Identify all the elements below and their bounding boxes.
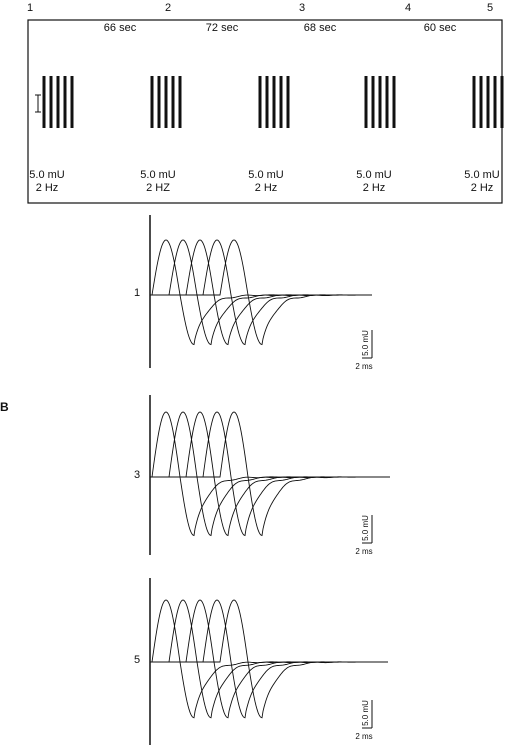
stimulus-intensity: 5.0 mU [248, 169, 284, 181]
scale-time: 2 ms [355, 547, 372, 556]
interval-label: 72 sec [206, 22, 239, 34]
waveform-sweep [150, 599, 388, 719]
trace-label: 1 [134, 287, 140, 299]
interval-label: 68 sec [304, 22, 337, 34]
interval-label: 60 sec [424, 22, 457, 34]
waveform-sweep [150, 239, 372, 346]
stimulus-frequency: 2 Hz [471, 182, 494, 194]
waveform-sweep [150, 239, 372, 346]
waveform-sweep [150, 599, 389, 719]
waveform-sweep [150, 239, 372, 346]
column-label: 4 [405, 2, 411, 14]
panel-a-scale [35, 94, 41, 113]
stimulus-frequency: 2 Hz [255, 182, 278, 194]
stimulus-intensity: 5.0 mU [356, 169, 392, 181]
waveform-sweep [150, 599, 388, 719]
trace-label: 5 [134, 654, 140, 666]
interval-label: 66 sec [104, 22, 137, 34]
scale-amplitude: 5.0 mU [361, 700, 370, 726]
waveform-sweep [150, 411, 390, 537]
column-label: 3 [299, 2, 305, 14]
stimulus-frequency: 2 Hz [363, 182, 386, 194]
column-label: 1 [27, 2, 33, 14]
scale-amplitude: 5.0 mU [361, 330, 370, 356]
waveform-sweep [150, 599, 388, 719]
stimulus-intensity: 5.0 mU [140, 169, 176, 181]
stimulus-intensity: 5.0 mU [29, 169, 65, 181]
scale-time: 2 ms [355, 362, 372, 371]
waveform-sweep [150, 411, 390, 537]
column-label: 2 [165, 2, 171, 14]
stimulus-frequency: 2 HZ [146, 182, 170, 194]
trace-label: 3 [134, 469, 140, 481]
column-label: 5 [487, 2, 493, 14]
scale-time: 2 ms [355, 732, 372, 741]
waveform-sweep [150, 239, 372, 346]
waveform-sweep [150, 239, 372, 346]
scale-amplitude: 5.0 mU [361, 515, 370, 541]
panel-label: B [0, 400, 9, 414]
stimulus-intensity: 5.0 mU [464, 169, 500, 181]
stimulus-frequency: 2 Hz [36, 182, 59, 194]
waveform-sweep [150, 599, 388, 719]
